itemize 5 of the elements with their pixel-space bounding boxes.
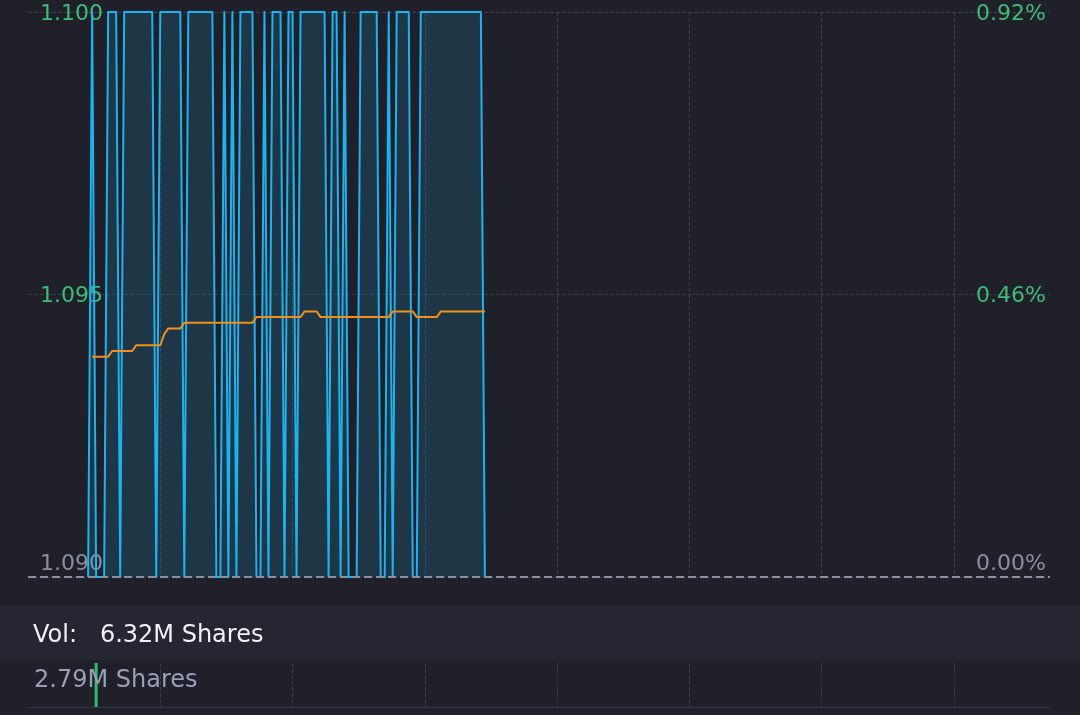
y2-tick-label: 0.46% xyxy=(976,282,1046,307)
y2-tick-label: 0.92% xyxy=(976,0,1046,25)
y-tick-label: 1.100 xyxy=(40,0,103,25)
chart-title: Vol: 6.32M Shares xyxy=(33,620,264,648)
y2-tick-label: 0.00% xyxy=(976,549,1046,575)
